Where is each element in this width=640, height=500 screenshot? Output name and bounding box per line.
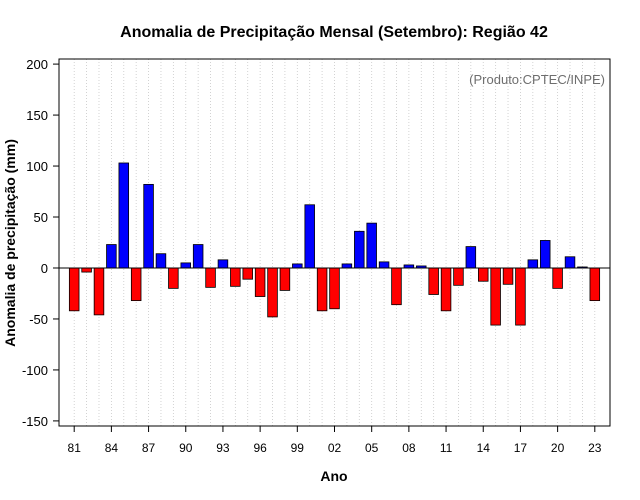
credit-annotation: (Produto:CPTEC/INPE)	[469, 72, 605, 87]
bar-2011	[440, 267, 452, 312]
bars-group	[68, 162, 601, 326]
x-tick-label: 14	[477, 441, 491, 455]
bar-1990	[180, 262, 191, 269]
bar-1997	[267, 267, 278, 318]
bar-2007	[391, 267, 402, 306]
bar-2003	[341, 263, 353, 269]
bar-2014	[478, 267, 489, 282]
bar-1991	[192, 244, 204, 269]
bar-1988	[155, 253, 167, 269]
bar-1994	[230, 267, 241, 287]
bar-2017	[515, 267, 526, 326]
bar-1995	[242, 267, 253, 280]
x-tick-label: 05	[365, 441, 379, 455]
bar-1993	[217, 259, 229, 269]
x-tick-label: 93	[216, 441, 230, 455]
bar-2004	[354, 230, 365, 269]
bar-2006	[378, 261, 390, 269]
bar-1999	[292, 263, 303, 269]
bar-1985	[118, 162, 130, 269]
x-tick-label: 08	[402, 441, 416, 455]
bar-1987	[143, 183, 154, 269]
bar-1984	[106, 244, 117, 269]
y-tick-label: -50	[29, 312, 48, 327]
x-tick-label: 99	[291, 441, 305, 455]
bar-2002	[329, 267, 340, 310]
y-tick-label: -100	[22, 363, 48, 378]
x-tick-label: 84	[105, 441, 119, 455]
y-tick-label: 150	[26, 108, 48, 123]
x-tick-label: 87	[142, 441, 156, 455]
bar-2005	[366, 222, 377, 269]
bar-2013	[465, 246, 477, 269]
y-tick-label: 0	[41, 261, 48, 276]
bar-1983	[93, 267, 105, 316]
bar-1981	[68, 267, 80, 312]
bar-2010	[428, 267, 439, 295]
bar-2019	[539, 240, 551, 269]
x-tick-label: 96	[253, 441, 267, 455]
bar-2016	[502, 267, 514, 285]
bar-2015	[490, 267, 501, 326]
bar-1998	[279, 267, 291, 291]
bar-2023	[589, 267, 601, 302]
y-tick-label: 50	[34, 210, 48, 225]
x-tick-label: 11	[440, 441, 453, 455]
y-tick-label: -150	[22, 414, 48, 429]
bar-1986	[130, 267, 142, 302]
bar-2021	[564, 256, 576, 269]
y-axis: -150 -100 -50 0 50 100 150 200	[22, 57, 59, 429]
x-tick-label: 23	[588, 441, 602, 455]
x-axis-label: Ano	[320, 468, 347, 484]
chart-title: Anomalia de Precipitação Mensal (Setembr…	[120, 24, 548, 41]
bar-2018	[527, 259, 539, 269]
bar-2001	[316, 267, 328, 312]
y-tick-label: 100	[26, 159, 48, 174]
y-axis-label: Anomalia de precipitação (mm)	[2, 139, 18, 347]
x-tick-label: 20	[551, 441, 565, 455]
bar-1982	[81, 267, 92, 273]
bar-2000	[304, 204, 315, 269]
bar-2012	[453, 267, 464, 286]
bar-1996	[254, 267, 266, 297]
bar-1989	[168, 267, 179, 289]
y-tick-label: 200	[26, 57, 48, 72]
x-axis: 81 84 87 90 93 96 99 02 05 08 11 14 17 20 23	[68, 426, 602, 455]
bar-2020	[552, 267, 563, 289]
x-tick-label: 81	[68, 441, 82, 455]
x-tick-label: 02	[328, 441, 342, 455]
x-tick-label: 17	[514, 441, 528, 455]
bar-1992	[205, 267, 216, 288]
x-tick-label: 90	[179, 441, 193, 455]
